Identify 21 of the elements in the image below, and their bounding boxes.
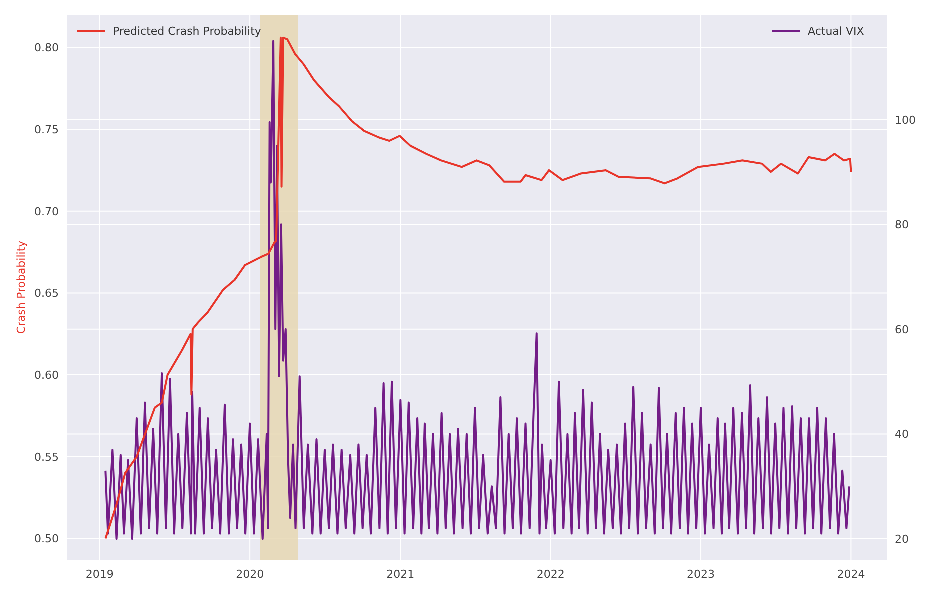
y-tick-label: 0.75 <box>34 124 59 137</box>
x-tick-label: 2024 <box>837 568 866 581</box>
y2-tick-label: 60 <box>895 323 909 336</box>
y-tick-label: 0.80 <box>34 42 59 55</box>
x-tick-label: 2022 <box>536 568 565 581</box>
y2-tick-label: 100 <box>895 114 916 127</box>
y-tick-label: 0.60 <box>34 369 59 382</box>
x-tick-label: 2023 <box>687 568 716 581</box>
y-axis-title: Crash Probability <box>15 240 28 334</box>
legend-label: Actual VIX <box>808 25 865 38</box>
y-tick-label: 0.50 <box>34 532 59 546</box>
y-tick-label: 0.65 <box>34 287 59 300</box>
y2-tick-label: 80 <box>895 218 909 232</box>
y-tick-label: 0.70 <box>34 205 59 218</box>
y-tick-label: 0.55 <box>34 450 59 464</box>
x-tick-label: 2019 <box>86 568 114 581</box>
x-tick-label: 2020 <box>236 568 264 581</box>
x-tick-label: 2021 <box>386 568 415 581</box>
y2-tick-label: 20 <box>895 533 909 546</box>
legend-label: Predicted Crash Probability <box>113 25 262 38</box>
y2-tick-label: 40 <box>895 428 909 442</box>
